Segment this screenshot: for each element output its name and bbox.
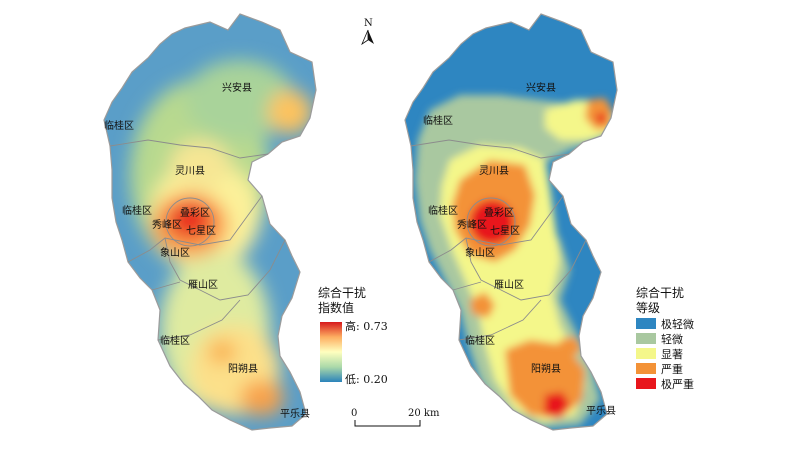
label-lingui-bottom: 临桂区 <box>465 334 495 347</box>
legend-swatch-4 <box>636 378 656 389</box>
north-arrow: N <box>361 18 374 46</box>
legend-swatch-0 <box>636 318 656 329</box>
right-map: 兴安县 临桂区 灵川县 临桂区 叠彩区 秀峰区 七星区 象山区 雁山区 临桂区 … <box>404 13 618 431</box>
scale-line <box>354 420 421 427</box>
label-xingan: 兴安县 <box>222 81 252 94</box>
label-yanshan: 雁山区 <box>188 279 218 291</box>
label-lingui-mid: 临桂区 <box>122 204 152 217</box>
legend-label-2: 显著 <box>661 347 683 361</box>
label-xiufeng: 秀峰区 <box>457 219 487 231</box>
label-lingchuan: 灵川县 <box>479 165 509 177</box>
scale-zero: 0 <box>351 408 357 419</box>
left-legend-high: 高: 0.73 <box>345 319 388 333</box>
label-lingui-mid: 临桂区 <box>428 204 458 217</box>
left-place-labels: 兴安县 临桂区 灵川县 临桂区 叠彩区 秀峰区 七星区 象山区 雁山区 临桂区 … <box>104 81 310 420</box>
legend-label-1: 轻微 <box>661 332 683 346</box>
label-pingle: 平乐县 <box>280 408 310 420</box>
left-district-borders <box>109 139 286 341</box>
left-map: 兴安县 临桂区 灵川县 临桂区 叠彩区 秀峰区 七星区 象山区 雁山区 临桂区 … <box>103 13 317 431</box>
label-xiangshan: 象山区 <box>160 247 190 259</box>
legend-label-4: 极严重 <box>661 377 694 391</box>
label-pingle: 平乐县 <box>586 405 616 417</box>
label-lingui-top: 临桂区 <box>423 114 453 127</box>
north-arrow-icon <box>368 30 374 44</box>
left-legend-gradient <box>320 322 342 382</box>
label-yangshuo: 阳朔县 <box>531 362 561 375</box>
right-legend-title-line2: 等级 <box>636 301 660 315</box>
left-legend-title-line2: 指数值 <box>318 300 354 315</box>
label-diecai: 叠彩区 <box>484 207 514 219</box>
right-legend-title-line1: 综合干扰 <box>636 285 684 300</box>
label-yangshuo: 阳朔县 <box>228 362 258 375</box>
scale-max: 20 km <box>408 408 440 419</box>
label-xiangshan: 象山区 <box>465 247 495 259</box>
label-xiufeng: 秀峰区 <box>152 219 182 231</box>
label-qixing: 七星区 <box>490 225 520 237</box>
scale-bar: 0 20 km <box>351 408 440 427</box>
legend-swatch-1 <box>636 333 656 344</box>
legend-label-0: 极轻微 <box>661 317 694 331</box>
right-place-labels: 兴安县 临桂区 灵川县 临桂区 叠彩区 秀峰区 七星区 象山区 雁山区 临桂区 … <box>423 81 616 417</box>
legend-swatch-3 <box>636 363 656 374</box>
left-legend-low: 低: 0.20 <box>345 373 388 386</box>
right-district-borders <box>410 139 587 341</box>
label-qixing: 七星区 <box>186 225 216 237</box>
label-lingui-top: 临桂区 <box>104 119 134 132</box>
label-yanshan: 雁山区 <box>494 279 524 291</box>
label-lingchuan: 灵川县 <box>175 165 205 177</box>
legend-swatch-2 <box>636 348 656 359</box>
north-label: N <box>364 18 373 29</box>
label-lingui-bottom: 临桂区 <box>160 334 190 347</box>
label-diecai: 叠彩区 <box>180 207 210 219</box>
legend-label-3: 严重 <box>661 362 683 376</box>
left-legend-title-line1: 综合干扰 <box>318 285 366 300</box>
label-xingan: 兴安县 <box>526 81 556 94</box>
left-legend: 综合干扰 指数值 高: 0.73 低: 0.20 <box>318 285 388 386</box>
